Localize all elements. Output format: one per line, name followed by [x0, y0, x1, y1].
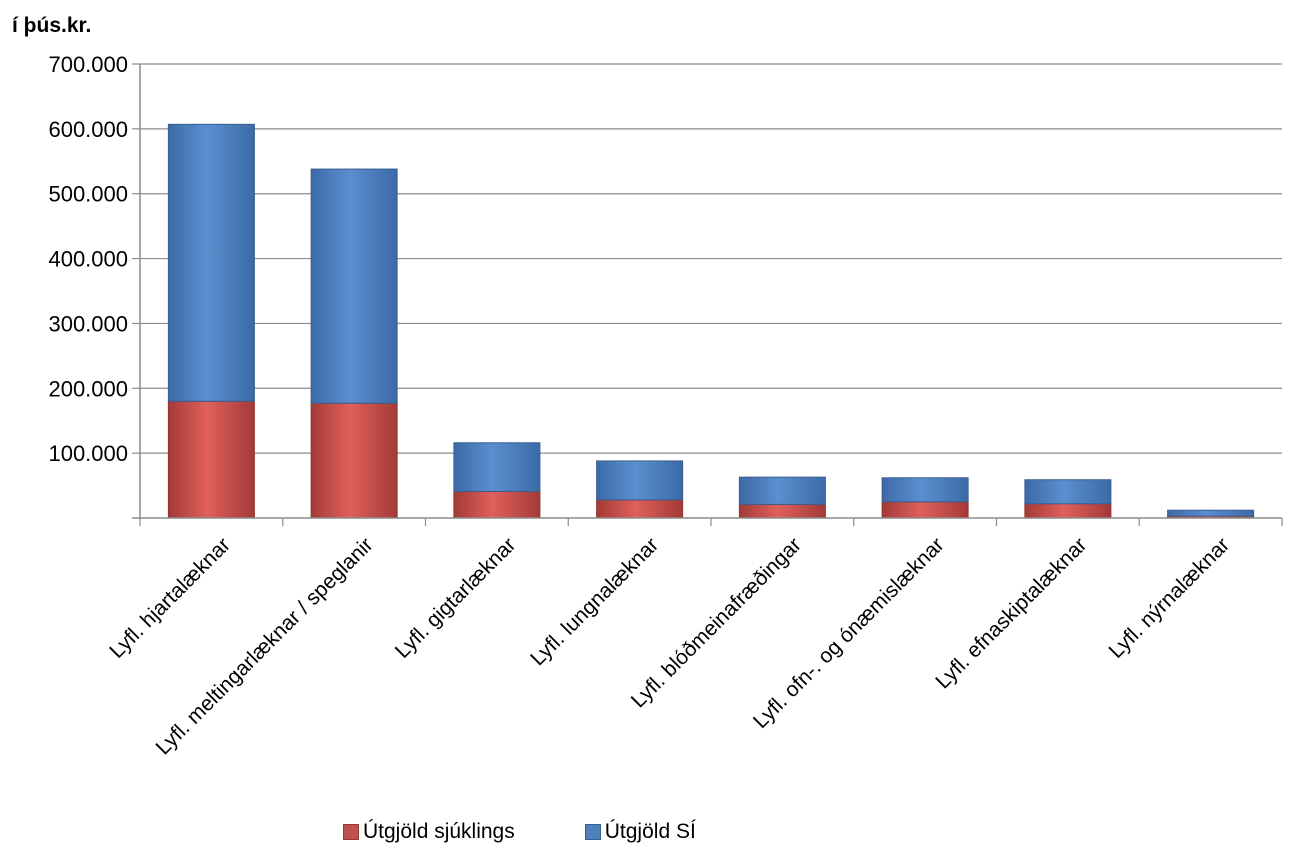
- y-axis-unit-label: í þús.kr.: [12, 14, 92, 37]
- y-tick-label: 600.000: [48, 117, 128, 142]
- y-tick-label: 300.000: [48, 311, 128, 336]
- bar-segment-patient: [453, 490, 541, 519]
- bar-segment-patient: [596, 499, 684, 519]
- x-category-label: Lyfl. efnaskiptalæknar: [931, 533, 1091, 693]
- bar-segment-si: [881, 477, 969, 503]
- legend-label-patient: Útgjöld sjúklings: [363, 820, 515, 843]
- bar-segment-si: [596, 460, 684, 501]
- x-category-label: Lyfl. nýrnalæknar: [1105, 533, 1235, 663]
- x-category-label: Lyfl. lungnalæknar: [526, 533, 663, 670]
- legend-item-si: Útgjöld SÍ: [584, 820, 696, 844]
- legend-swatch-si: [584, 824, 601, 840]
- axes: [132, 63, 1283, 526]
- bar-segment-si: [167, 123, 255, 402]
- bars: [167, 123, 1255, 519]
- bar-segment-si: [310, 168, 398, 404]
- y-tick-label: 100.000: [48, 441, 128, 466]
- legend-label-si: Útgjöld SÍ: [604, 820, 696, 843]
- bar-segment-si: [453, 442, 541, 492]
- legend-swatch-patient: [343, 824, 359, 840]
- bar-segment-patient: [881, 501, 969, 519]
- legend-item-patient: Útgjöld sjúklings: [343, 820, 515, 844]
- y-tick-label: 500.000: [48, 182, 128, 207]
- bar-segment-patient: [738, 503, 826, 519]
- bar-segment-patient: [310, 402, 398, 519]
- bar-segment-si: [1024, 479, 1112, 505]
- y-tick-label: 400.000: [48, 247, 128, 272]
- x-category-label: Lyfl. hjartalæknar: [105, 533, 235, 663]
- y-tick-label: 700.000: [48, 52, 128, 77]
- bar-segment-si: [1167, 509, 1255, 517]
- gridlines: [140, 63, 1282, 454]
- x-category-label: Lyfl. gigtarlæknar: [391, 533, 521, 663]
- legend: Útgjöld sjúklings Útgjöld SÍ: [343, 820, 696, 844]
- bar-segment-patient: [167, 400, 255, 519]
- y-tick-label: 200.000: [48, 376, 128, 401]
- bar-segment-si: [738, 476, 826, 505]
- bar-segment-patient: [1024, 503, 1112, 519]
